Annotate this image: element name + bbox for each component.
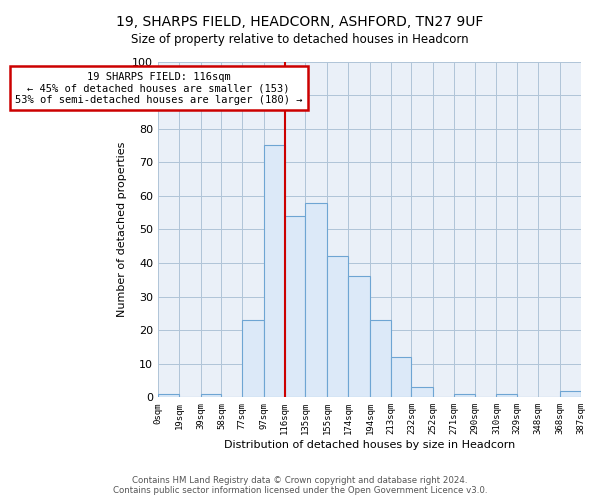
Bar xyxy=(412,388,433,398)
Bar xyxy=(454,394,475,398)
Bar xyxy=(201,394,221,398)
Bar xyxy=(242,320,264,398)
Y-axis label: Number of detached properties: Number of detached properties xyxy=(117,142,127,317)
Bar xyxy=(328,256,348,398)
Bar xyxy=(560,390,581,398)
Bar xyxy=(305,202,328,398)
Bar xyxy=(496,394,517,398)
Text: Size of property relative to detached houses in Headcorn: Size of property relative to detached ho… xyxy=(131,32,469,46)
Text: 19 SHARPS FIELD: 116sqm
← 45% of detached houses are smaller (153)
53% of semi-d: 19 SHARPS FIELD: 116sqm ← 45% of detache… xyxy=(15,72,302,105)
Text: Contains HM Land Registry data © Crown copyright and database right 2024.
Contai: Contains HM Land Registry data © Crown c… xyxy=(113,476,487,495)
Bar xyxy=(285,216,305,398)
X-axis label: Distribution of detached houses by size in Headcorn: Distribution of detached houses by size … xyxy=(224,440,515,450)
Bar xyxy=(370,320,391,398)
Text: 19, SHARPS FIELD, HEADCORN, ASHFORD, TN27 9UF: 19, SHARPS FIELD, HEADCORN, ASHFORD, TN2… xyxy=(116,15,484,29)
Bar xyxy=(158,394,179,398)
Bar xyxy=(264,146,285,398)
Bar xyxy=(391,357,412,398)
Bar xyxy=(348,276,370,398)
